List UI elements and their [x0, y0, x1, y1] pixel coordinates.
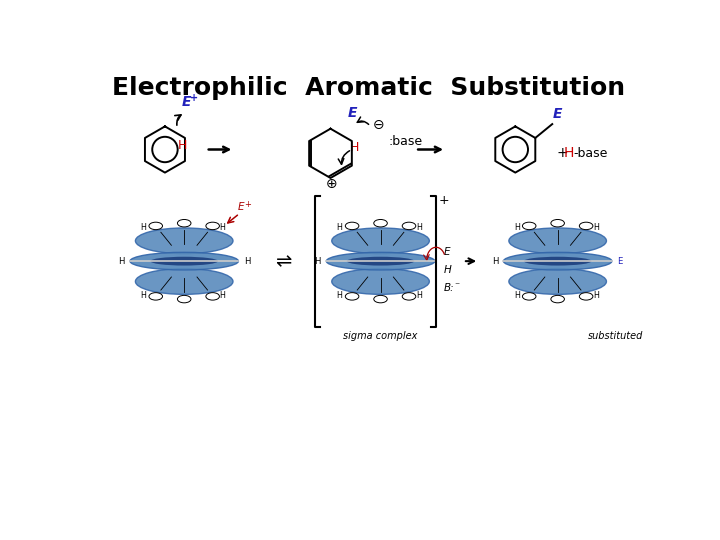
- Text: +: +: [438, 194, 449, 207]
- Ellipse shape: [326, 252, 435, 270]
- Ellipse shape: [206, 222, 220, 230]
- Ellipse shape: [580, 293, 593, 300]
- Text: E: E: [238, 202, 245, 212]
- Text: H: H: [220, 291, 225, 300]
- Text: E: E: [444, 247, 450, 257]
- Text: H: H: [337, 223, 343, 232]
- Ellipse shape: [503, 252, 612, 270]
- Ellipse shape: [374, 219, 387, 227]
- Text: H: H: [564, 146, 574, 160]
- Text: B:: B:: [444, 283, 454, 293]
- Text: E: E: [348, 106, 357, 120]
- Text: -base: -base: [574, 147, 608, 160]
- Text: substituted: substituted: [588, 331, 643, 341]
- Ellipse shape: [402, 293, 415, 300]
- Ellipse shape: [149, 222, 163, 230]
- Ellipse shape: [332, 228, 429, 254]
- Text: +: +: [244, 200, 251, 209]
- Ellipse shape: [523, 222, 536, 230]
- Text: sigma complex: sigma complex: [343, 331, 418, 341]
- Text: H: H: [315, 256, 321, 266]
- Ellipse shape: [374, 295, 387, 303]
- Text: H: H: [514, 223, 520, 232]
- Ellipse shape: [402, 222, 415, 230]
- Text: ⇌: ⇌: [274, 252, 291, 271]
- Ellipse shape: [177, 219, 191, 227]
- Ellipse shape: [150, 256, 218, 266]
- Text: +: +: [556, 146, 568, 160]
- Ellipse shape: [580, 222, 593, 230]
- Ellipse shape: [135, 228, 233, 254]
- Text: H: H: [244, 256, 251, 266]
- Text: Electrophilic  Aromatic  Substitution: Electrophilic Aromatic Substitution: [112, 76, 626, 100]
- Text: E: E: [617, 256, 623, 266]
- Text: H: H: [350, 141, 359, 154]
- Ellipse shape: [332, 268, 429, 294]
- Ellipse shape: [149, 293, 163, 300]
- Text: E: E: [553, 107, 562, 121]
- Ellipse shape: [206, 293, 220, 300]
- Text: H: H: [140, 223, 146, 232]
- Ellipse shape: [523, 293, 536, 300]
- Ellipse shape: [509, 228, 606, 254]
- Text: E: E: [182, 94, 192, 109]
- Ellipse shape: [509, 268, 606, 294]
- Text: H: H: [220, 223, 225, 232]
- Ellipse shape: [177, 295, 191, 303]
- Text: H: H: [593, 291, 599, 300]
- Text: H: H: [593, 223, 599, 232]
- Ellipse shape: [523, 256, 592, 266]
- Ellipse shape: [346, 256, 415, 266]
- Text: H: H: [415, 291, 422, 300]
- Text: ⁻: ⁻: [454, 281, 459, 292]
- Text: H: H: [178, 139, 187, 152]
- Text: :base: :base: [388, 136, 423, 148]
- Ellipse shape: [130, 252, 238, 270]
- Text: H: H: [337, 291, 343, 300]
- Ellipse shape: [551, 295, 564, 303]
- Text: +: +: [189, 93, 198, 103]
- Text: H: H: [444, 265, 451, 275]
- Text: H: H: [492, 256, 498, 266]
- Text: H: H: [140, 291, 146, 300]
- Ellipse shape: [135, 268, 233, 294]
- Text: H: H: [415, 223, 422, 232]
- Text: ⊖: ⊖: [372, 118, 384, 132]
- Ellipse shape: [346, 222, 359, 230]
- Ellipse shape: [346, 293, 359, 300]
- Text: H: H: [118, 256, 125, 266]
- Text: ⊕: ⊕: [326, 177, 338, 191]
- Text: H: H: [514, 291, 520, 300]
- Ellipse shape: [551, 219, 564, 227]
